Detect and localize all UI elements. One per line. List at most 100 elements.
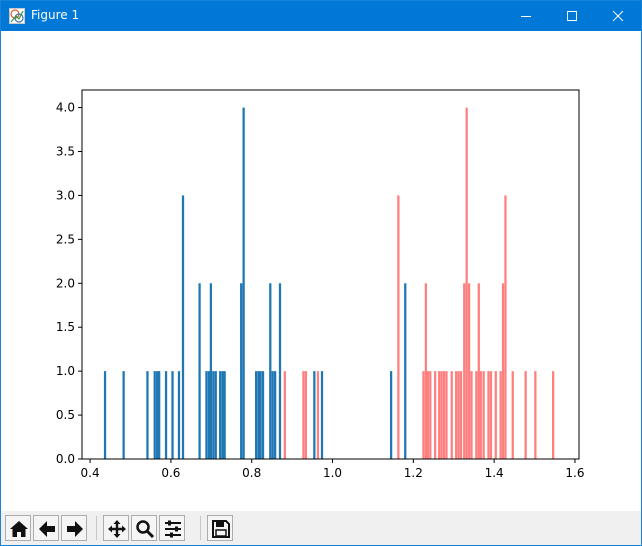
histogram-bar	[242, 107, 245, 460]
histogram-bar	[482, 371, 485, 459]
histogram-bar	[146, 371, 149, 459]
y-tick-label: 3.5	[56, 145, 75, 159]
histogram-bar	[440, 371, 443, 459]
histogram-bar	[534, 371, 537, 459]
histogram-bar	[177, 371, 181, 459]
histogram-bar	[214, 371, 217, 459]
histogram-bar	[269, 283, 272, 459]
histogram-bar	[450, 371, 453, 459]
navigation-toolbar	[1, 511, 641, 545]
histogram-bar	[261, 371, 265, 459]
minimize-button[interactable]	[503, 1, 549, 31]
histogram-bar	[313, 371, 316, 459]
histogram-bar	[475, 371, 478, 459]
y-tick-label: 1.5	[56, 320, 75, 334]
histogram-bar	[181, 195, 185, 459]
home-icon	[10, 521, 28, 537]
subplots-button[interactable]	[159, 515, 185, 541]
histogram-bar	[198, 283, 201, 459]
histogram-bar	[302, 371, 305, 459]
x-tick-label: 1.0	[323, 466, 342, 480]
axes-frame	[81, 89, 580, 460]
figure-canvas[interactable]: 0.4 0.6 0.8 1.0 1.2 1.4 1.6 0.0 0.5 1.0 1.5 2.0 2.5 3…	[1, 31, 641, 511]
histogram-bar	[477, 283, 480, 459]
histogram-bar	[494, 371, 497, 459]
histogram-bar	[320, 371, 324, 459]
histogram-bar	[389, 371, 393, 459]
histogram-bar	[524, 371, 527, 459]
y-tick-label: 1.0	[56, 364, 75, 378]
x-tick-label: 1.4	[485, 466, 504, 480]
histogram-bar	[467, 283, 471, 459]
close-button[interactable]	[595, 1, 641, 31]
histogram-bar	[156, 371, 159, 459]
histogram-bar	[164, 371, 168, 459]
histogram-bar	[404, 283, 407, 459]
minimize-icon	[521, 16, 531, 17]
histogram-bar	[255, 371, 258, 459]
histogram-bar	[504, 195, 507, 459]
histogram-bar	[274, 371, 277, 459]
maximize-icon	[567, 11, 577, 21]
close-icon	[612, 10, 624, 22]
x-tick-label: 0.6	[161, 466, 180, 480]
histogram-bar	[426, 371, 430, 459]
histogram-bar	[240, 283, 243, 459]
histogram-bar	[283, 371, 286, 459]
histogram-bar	[434, 371, 437, 459]
arrow-right-icon	[67, 521, 83, 537]
histogram-bar	[487, 371, 490, 459]
histogram-bar	[304, 371, 307, 459]
histogram-bar	[278, 283, 282, 459]
histogram-bar	[223, 371, 226, 459]
forward-button[interactable]	[61, 515, 87, 541]
histogram-bar	[257, 371, 260, 459]
histogram-bar	[438, 371, 441, 459]
histogram-bar	[459, 371, 463, 459]
histogram-bar	[219, 371, 222, 459]
title-bar[interactable]: Figure 1	[1, 1, 641, 31]
histogram-bar	[316, 371, 320, 459]
histogram-bar	[445, 371, 448, 459]
zoom-button[interactable]	[131, 515, 157, 541]
histogram-bar	[499, 371, 502, 459]
histogram-bar	[442, 371, 446, 459]
histogram-bar	[122, 371, 125, 459]
x-tick-label: 0.8	[242, 466, 261, 480]
histogram-bar	[470, 371, 473, 459]
pan-button[interactable]	[103, 515, 129, 541]
back-button[interactable]	[33, 515, 59, 541]
histogram-bar	[455, 371, 458, 459]
histogram-bar	[158, 371, 161, 459]
toolbar-separator	[96, 516, 97, 540]
sliders-icon	[165, 520, 181, 538]
histogram-bar	[271, 371, 274, 459]
maximize-button[interactable]	[549, 1, 595, 31]
histogram-bar	[501, 283, 505, 459]
histogram-bar	[463, 283, 466, 459]
histogram-bar	[397, 195, 400, 459]
histogram-bar	[489, 371, 493, 459]
histogram-bar	[212, 371, 215, 459]
x-tick-label: 0.4	[81, 466, 100, 480]
y-tick-label: 4.0	[56, 101, 75, 115]
floppy-icon	[212, 520, 230, 538]
histogram-bar	[103, 371, 107, 459]
window-title: Figure 1	[31, 8, 80, 22]
y-tick-label: 3.0	[56, 188, 75, 202]
save-button[interactable]	[207, 515, 233, 541]
histogram-bar	[153, 371, 156, 459]
histogram-bar	[465, 107, 468, 460]
home-button[interactable]	[5, 515, 31, 541]
histogram-bar	[457, 371, 460, 459]
arrow-left-icon	[39, 521, 55, 537]
histogram-bar	[221, 371, 224, 459]
histogram-bar	[422, 371, 425, 459]
histogram-bar	[424, 283, 427, 459]
move-icon	[108, 520, 126, 538]
histogram-bar	[511, 371, 514, 459]
app-icon	[9, 8, 25, 24]
histogram-bar	[259, 371, 262, 459]
magnifier-icon	[136, 520, 155, 539]
histogram-bar	[209, 283, 213, 459]
